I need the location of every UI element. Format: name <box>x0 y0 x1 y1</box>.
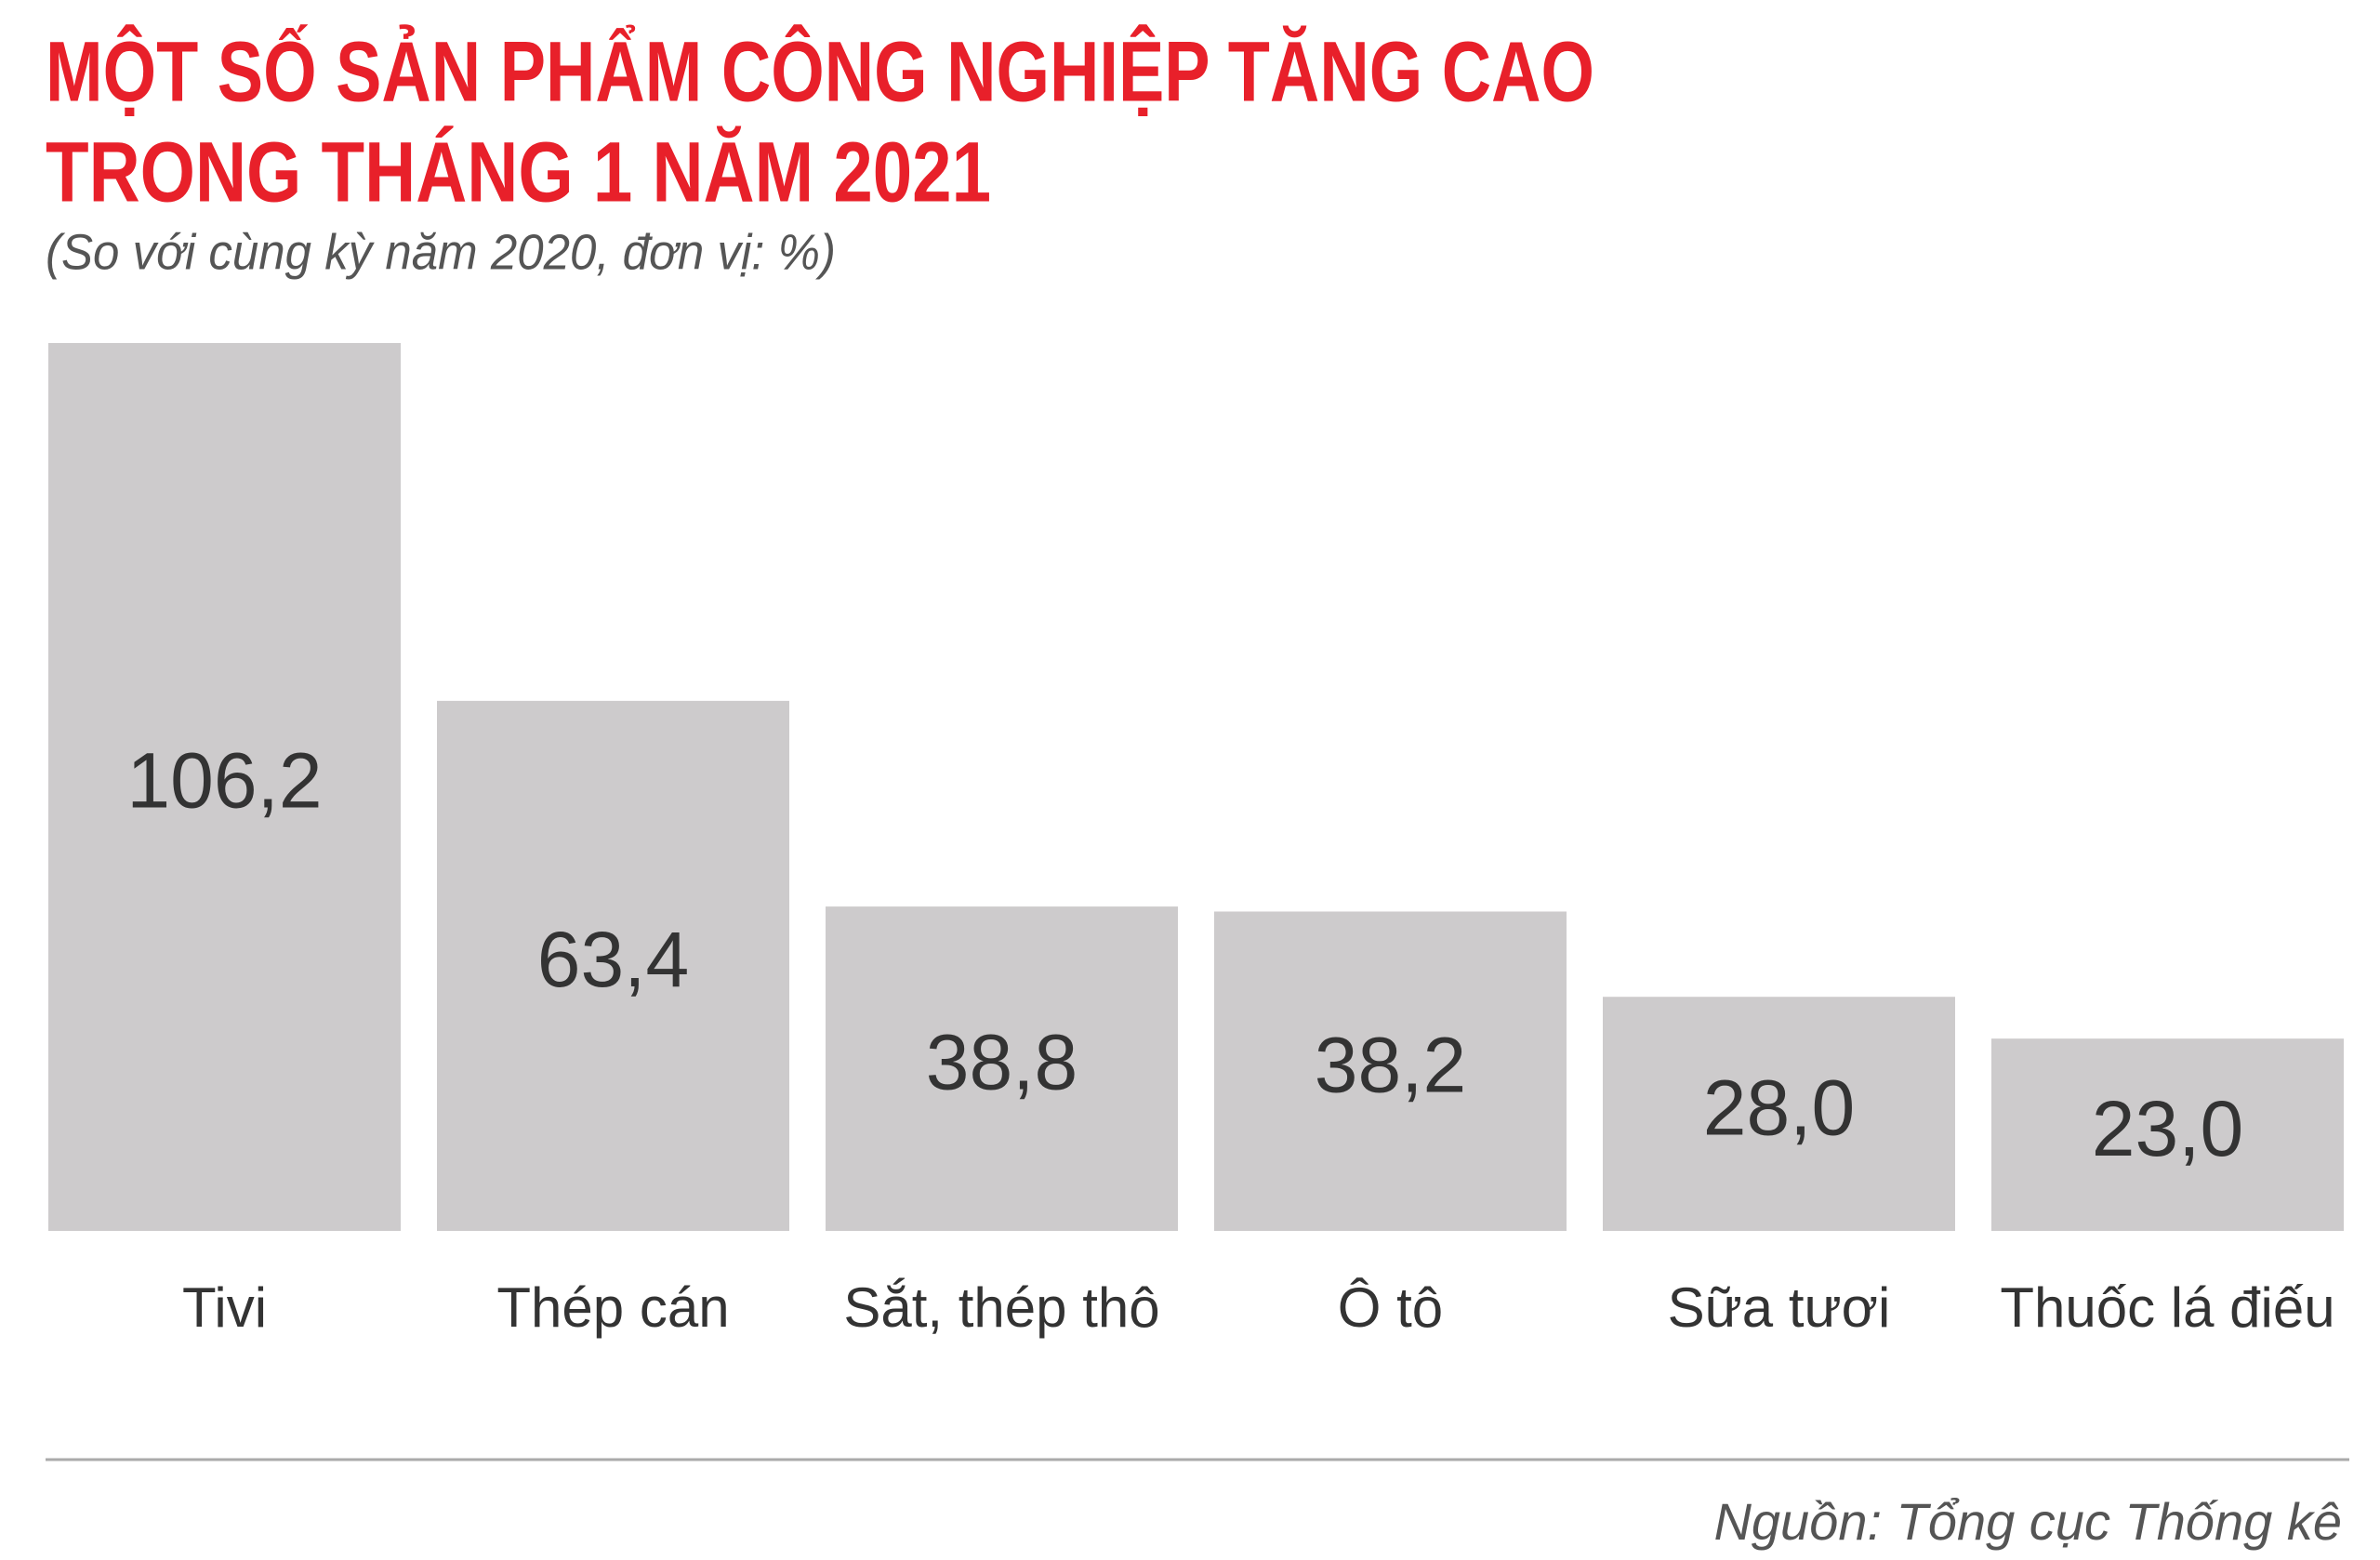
bar <box>826 906 1178 1231</box>
x-tick-label: Tivi <box>182 1276 267 1339</box>
bar <box>1991 1038 2344 1231</box>
chart-title: MỘT SỐ SẢN PHẨM CÔNG NGHIỆP TĂNG CAO <box>46 23 1594 119</box>
x-tick-label: Thuốc lá điếu <box>2000 1276 2334 1339</box>
chart-subtitle: (So với cùng kỳ năm 2020, đơn vị: %) <box>46 224 836 280</box>
source: Nguồn: Tổng cục Thống kê <box>1713 1492 2342 1551</box>
bar <box>437 700 789 1231</box>
data-label: 38,8 <box>926 1019 1078 1106</box>
data-label: 23,0 <box>2092 1085 2244 1172</box>
x-tick-label: Sữa tươi <box>1668 1276 1891 1339</box>
bar <box>1214 911 1567 1231</box>
bar <box>1603 997 1955 1231</box>
data-label: 106,2 <box>126 737 322 825</box>
chart-title: TRONG THÁNG 1 NĂM 2021 <box>46 125 991 219</box>
data-label: 63,4 <box>537 916 690 1003</box>
data-label: 38,2 <box>1315 1021 1467 1108</box>
bar <box>48 343 401 1231</box>
data-label: 28,0 <box>1703 1064 1856 1151</box>
x-tick-label: Ô tô <box>1338 1276 1443 1339</box>
x-tick-label: Thép cán <box>496 1276 729 1339</box>
x-tick-label: Sắt, thép thô <box>843 1276 1159 1339</box>
